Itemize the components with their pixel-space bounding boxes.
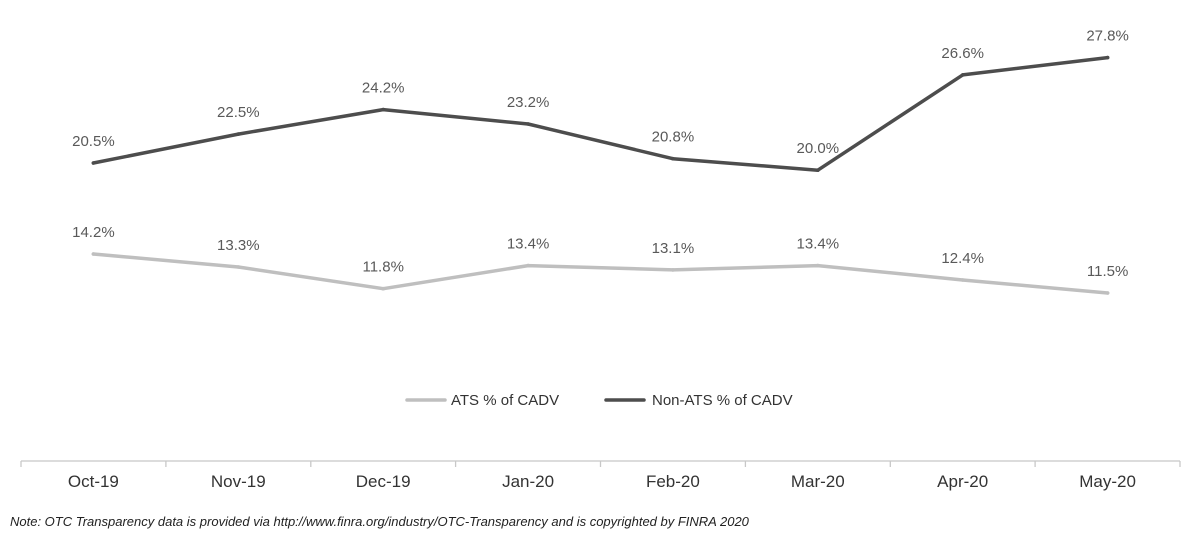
data-label: 20.5% bbox=[72, 133, 115, 150]
x-axis: Oct-19 Nov-19 Dec-19 Jan-20 Feb-20 Mar-20 Apr-… bbox=[20, 460, 1181, 491]
x-tick-label: May-20 bbox=[1079, 472, 1136, 491]
x-tick-label: Apr-20 bbox=[937, 472, 988, 491]
data-point bbox=[526, 263, 530, 268]
data-label: 13.1% bbox=[652, 240, 695, 257]
x-tick-label: Feb-20 bbox=[646, 472, 700, 491]
data-point bbox=[91, 161, 96, 165]
data-point bbox=[671, 156, 675, 161]
data-point bbox=[236, 265, 241, 269]
data-label: 11.5% bbox=[1087, 263, 1128, 280]
data-point bbox=[526, 122, 530, 126]
data-point bbox=[671, 268, 675, 272]
x-tick-label: Dec-19 bbox=[356, 472, 411, 491]
legend: ATS % of CADV Non-ATS % of CADV bbox=[405, 392, 793, 409]
data-point bbox=[1105, 55, 1110, 60]
legend-label: ATS % of CADV bbox=[451, 392, 559, 409]
footnote: Note: OTC Transparency data is provided … bbox=[10, 514, 749, 529]
data-label: 27.8% bbox=[1086, 28, 1129, 45]
data-label: 12.4% bbox=[941, 250, 984, 267]
data-label: 20.0% bbox=[797, 140, 840, 157]
data-labels-layer: 14.2% 13.3% 11.8% 13.4% 13.1% 13.4% 12.4% 11.5%… bbox=[72, 28, 1129, 280]
data-point bbox=[381, 107, 386, 112]
data-label: 24.2% bbox=[362, 80, 405, 97]
x-tick-label: Jan-20 bbox=[502, 472, 554, 491]
data-point bbox=[91, 252, 96, 256]
data-point bbox=[381, 286, 386, 291]
data-point bbox=[236, 132, 241, 136]
data-label: 13.4% bbox=[507, 236, 550, 253]
series-line-non-ats bbox=[91, 55, 1110, 172]
data-label: 20.8% bbox=[652, 129, 695, 146]
series-layer bbox=[91, 55, 1110, 295]
x-tick-label: Nov-19 bbox=[211, 472, 266, 491]
data-label: 11.8% bbox=[362, 259, 403, 276]
data-label: 13.3% bbox=[217, 237, 260, 254]
data-point bbox=[816, 263, 820, 268]
data-label: 22.5% bbox=[217, 104, 260, 121]
data-point bbox=[960, 73, 965, 77]
data-label: 26.6% bbox=[941, 45, 984, 62]
legend-label: Non-ATS % of CADV bbox=[652, 392, 793, 409]
series-line-ats bbox=[91, 252, 1110, 295]
data-point bbox=[1105, 291, 1110, 295]
data-point bbox=[960, 278, 965, 282]
data-label: 14.2% bbox=[72, 224, 115, 241]
data-point bbox=[816, 168, 820, 172]
data-label: 23.2% bbox=[507, 94, 550, 111]
x-tick-label: Oct-19 bbox=[68, 472, 119, 491]
x-tick-label: Mar-20 bbox=[791, 472, 845, 491]
data-label: 13.4% bbox=[797, 236, 840, 253]
